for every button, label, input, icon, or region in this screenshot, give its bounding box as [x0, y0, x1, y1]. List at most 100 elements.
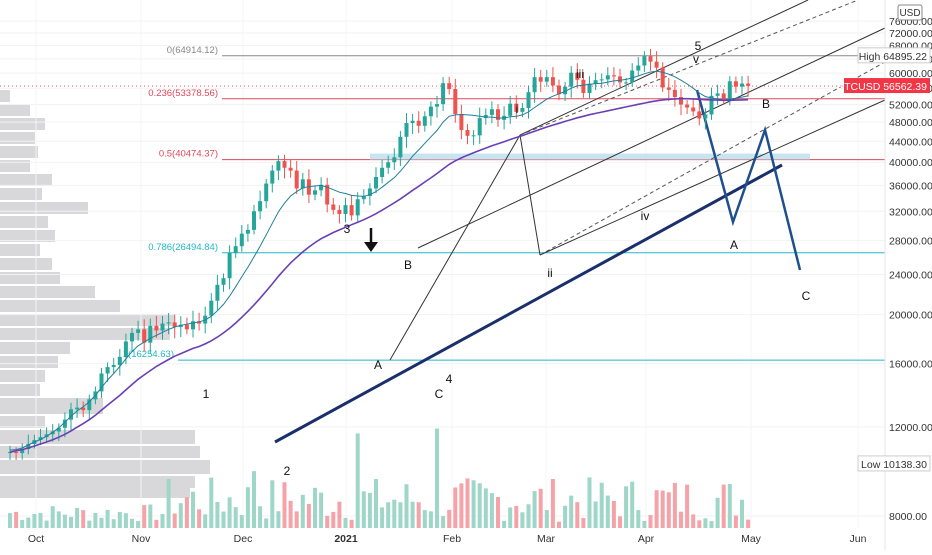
- volume-bar: [87, 520, 92, 528]
- candle-body: [605, 75, 610, 80]
- volume-profile-bar: [0, 272, 60, 284]
- volume-bar: [489, 493, 494, 528]
- candle-body: [325, 184, 330, 205]
- candle-body: [160, 323, 165, 331]
- candle-body: [123, 341, 128, 357]
- candle-body: [154, 325, 159, 331]
- candle-body: [172, 322, 177, 328]
- volume-profile-bar: [0, 300, 120, 312]
- ma-slow-line: [9, 97, 749, 453]
- wave-label: B: [404, 258, 412, 272]
- wave-label: iii: [576, 67, 584, 81]
- y-tick-label: 20000.00: [889, 310, 932, 322]
- volume-profile-bar: [0, 416, 45, 428]
- volume-bar: [459, 483, 464, 528]
- volume-bar: [404, 484, 409, 528]
- volume-bar: [569, 495, 574, 528]
- candle-body: [81, 407, 86, 411]
- volume-bar: [142, 505, 147, 528]
- candle-body: [215, 284, 220, 301]
- volume-bar: [709, 521, 714, 528]
- volume-bar: [532, 491, 537, 528]
- channel-line-lower: [539, 99, 886, 256]
- volume-bar: [184, 497, 189, 528]
- volume-bar: [178, 503, 183, 528]
- candle-body: [587, 83, 592, 94]
- volume-bar: [685, 484, 690, 528]
- volume-bar: [8, 513, 12, 528]
- x-tick-label: May: [741, 533, 762, 545]
- candle-body: [557, 85, 561, 95]
- candle-body: [404, 123, 409, 137]
- fib-retracement: 0(64914.12) 0.236(53378.56) 0.5(40474.37) 0…: [0, 45, 885, 361]
- volume-bar: [331, 511, 336, 528]
- currency-label: USD: [899, 8, 920, 19]
- volume-profile-bar: [0, 90, 10, 102]
- volume-bar: [642, 520, 647, 528]
- volume-bar: [75, 507, 80, 528]
- volume-bar: [111, 519, 116, 528]
- fib-level-label: 0.5(40474.37): [159, 149, 218, 160]
- channel-line-dashed-lower: [539, 61, 886, 256]
- volume-bar: [672, 482, 677, 528]
- candle-body: [8, 452, 12, 454]
- currency-badge[interactable]: [897, 4, 923, 21]
- candle-body: [483, 114, 488, 119]
- candle-body: [746, 83, 751, 86]
- volume-bar: [422, 510, 427, 528]
- candle-body: [227, 252, 232, 279]
- volume-bar: [727, 484, 732, 528]
- volume-bar: [660, 490, 665, 528]
- volume-profile-bar: [0, 460, 210, 474]
- volume-bar: [288, 500, 293, 528]
- volume-bar: [514, 505, 519, 528]
- volume-profile-bar: [0, 104, 30, 116]
- channel-line-upper: [519, 0, 809, 136]
- candle-body: [465, 130, 470, 136]
- candle-body: [471, 135, 476, 137]
- volume-bar: [355, 433, 360, 528]
- candle-body: [221, 278, 226, 285]
- candle-body: [740, 83, 744, 87]
- volume-bar: [502, 520, 507, 528]
- candle-body: [691, 107, 696, 112]
- channel-handle: [389, 134, 521, 361]
- candle-body: [416, 120, 421, 126]
- candle-body: [62, 419, 67, 428]
- x-tick-label: 2021: [334, 533, 358, 545]
- volume-bar: [245, 487, 250, 528]
- x-tick-label: Nov: [132, 533, 151, 545]
- candle-body: [593, 80, 598, 84]
- candle-body: [636, 65, 641, 71]
- volume-profile-bar: [0, 188, 42, 200]
- volume-bar: [471, 480, 476, 528]
- y-tick-label: 36000.00: [889, 180, 932, 192]
- price-label-box: [857, 47, 931, 64]
- candle-body: [672, 89, 677, 98]
- price-label-box: [844, 78, 930, 94]
- volume-bar: [99, 517, 104, 528]
- price-label: High 64895.22: [859, 51, 927, 63]
- volume-bar: [62, 514, 67, 528]
- volume-bar: [386, 502, 391, 528]
- candle-body: [374, 176, 378, 189]
- volume-profile-bar: [0, 258, 52, 270]
- candle-body: [166, 322, 171, 324]
- candle-body: [654, 61, 659, 68]
- candle-body: [264, 183, 269, 202]
- candle-body: [660, 67, 665, 88]
- x-tick-label: Jun: [850, 533, 867, 545]
- candle-body: [319, 184, 324, 191]
- candle-body: [184, 324, 189, 330]
- arrow-head: [364, 242, 378, 252]
- candle-body: [575, 72, 580, 80]
- candle-body: [367, 188, 372, 197]
- channel-handle-2: [519, 134, 541, 256]
- y-tick-label: 48000.00: [889, 117, 932, 129]
- candle-body: [703, 114, 708, 119]
- volume-bar: [306, 503, 311, 528]
- candle-body: [410, 120, 415, 124]
- volume-bar: [294, 511, 299, 528]
